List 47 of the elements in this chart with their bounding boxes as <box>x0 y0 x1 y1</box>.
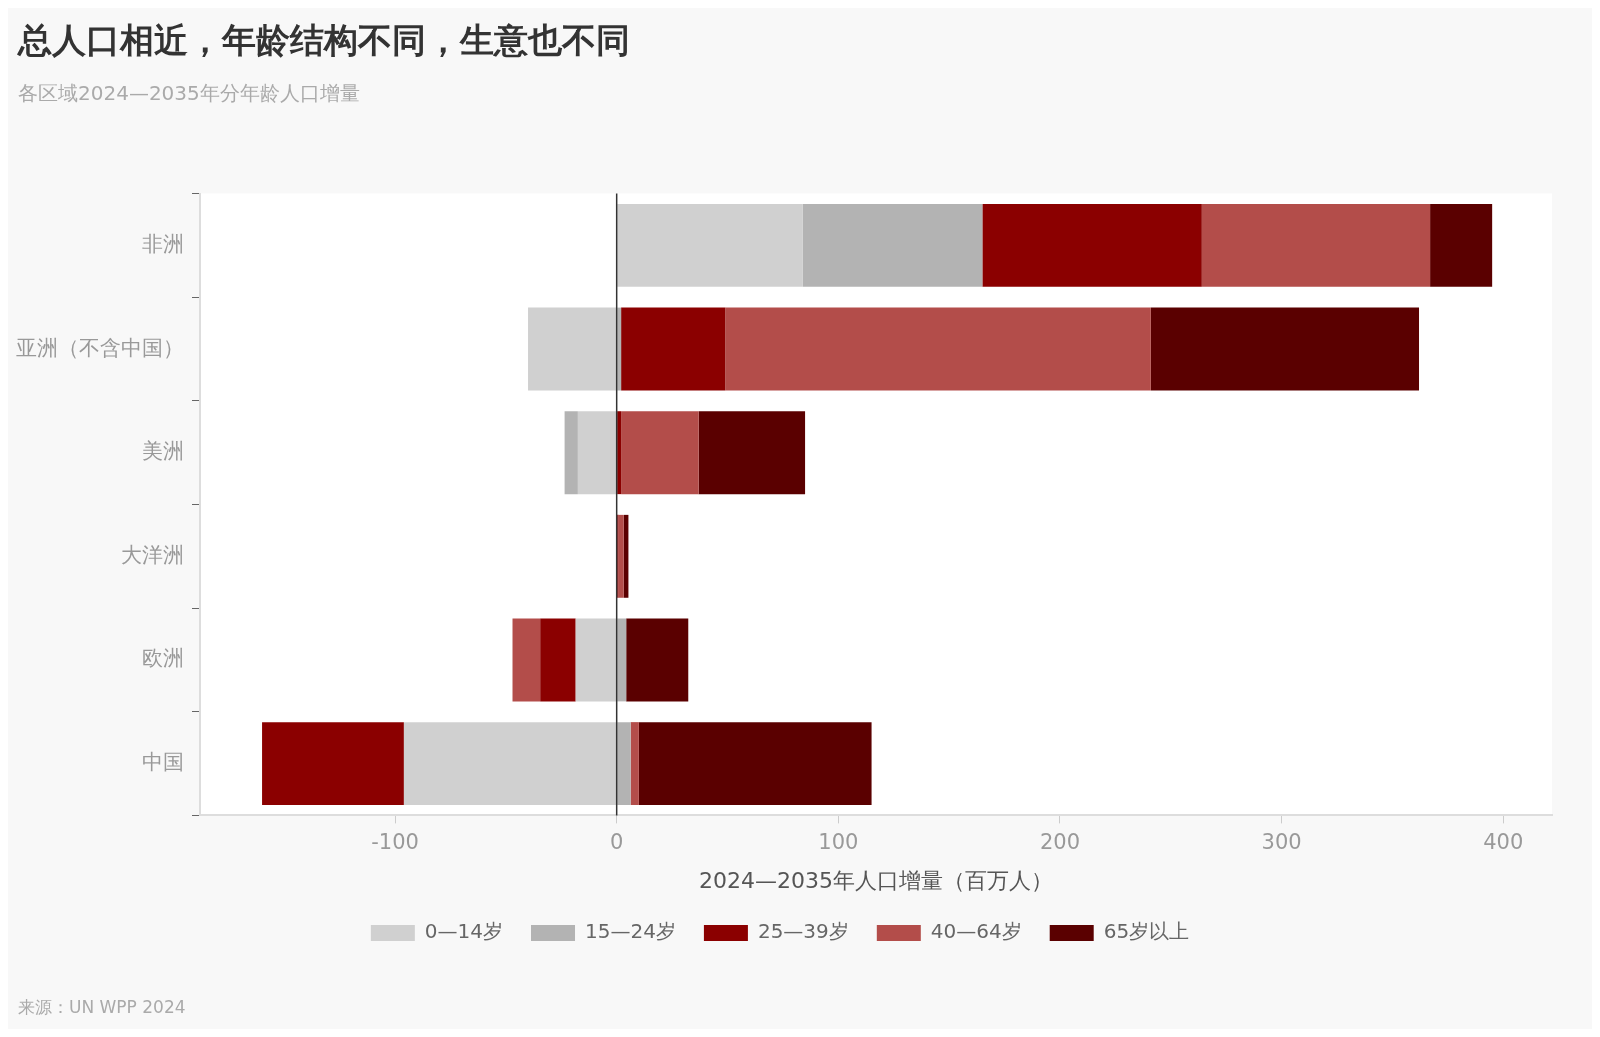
y-tick-label: 亚洲（不含中国） <box>16 335 184 360</box>
bar <box>512 618 541 702</box>
bar <box>626 618 689 702</box>
bar <box>577 411 617 495</box>
bar <box>638 722 872 806</box>
bar <box>982 203 1202 287</box>
bar <box>575 618 617 702</box>
bar <box>617 722 631 806</box>
bar <box>1150 307 1420 391</box>
x-tick-label: 200 <box>1039 830 1081 855</box>
bar <box>617 203 803 287</box>
bar <box>1430 203 1493 287</box>
bar <box>617 411 622 495</box>
y-tick-label: 大洋洲 <box>121 542 184 567</box>
bar <box>528 307 617 391</box>
chart-subtitle: 各区域2024—2035年分年龄人口增量 <box>18 80 360 107</box>
bar <box>725 307 1151 391</box>
bar <box>262 722 404 806</box>
bar <box>1201 203 1431 287</box>
bar <box>403 722 617 806</box>
bar <box>564 411 578 495</box>
bar <box>617 307 622 391</box>
bar <box>630 722 639 806</box>
source-note: 来源：UN WPP 2024 <box>18 996 186 1019</box>
bar <box>802 203 983 287</box>
legend-label: 25—39岁 <box>757 919 849 944</box>
bar <box>621 411 699 495</box>
bar <box>617 618 627 702</box>
x-tick-label: -100 <box>371 830 419 855</box>
x-tick-label: 0 <box>609 830 624 855</box>
y-tick-label: 美洲 <box>142 439 184 464</box>
legend-label: 0—14岁 <box>424 919 504 944</box>
x-axis-title: 2024—2035年人口增量（百万人） <box>699 867 1053 893</box>
y-tick-label: 欧洲 <box>142 646 184 671</box>
y-tick-label: 中国 <box>142 750 184 775</box>
bar <box>621 307 726 391</box>
bar <box>540 618 576 702</box>
bar <box>618 514 624 598</box>
x-tick-label: 300 <box>1261 830 1302 855</box>
bar <box>698 411 806 495</box>
y-tick-label: 非洲 <box>142 231 184 256</box>
x-tick-label: 400 <box>1483 830 1524 855</box>
legend-label: 40—64岁 <box>930 919 1022 944</box>
chart-title: 总人口相近，年龄结构不同，生意也不同 <box>18 19 630 62</box>
x-tick-label: 100 <box>818 830 859 855</box>
legend-label: 65岁以上 <box>1103 919 1190 944</box>
legend-label: 15—24岁 <box>585 919 676 944</box>
